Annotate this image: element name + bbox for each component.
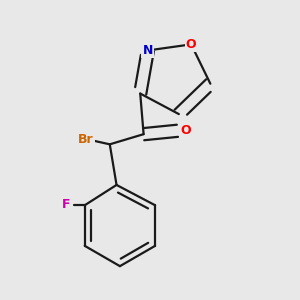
- Text: O: O: [186, 38, 196, 51]
- Text: Br: Br: [78, 133, 94, 146]
- Text: N: N: [142, 44, 153, 57]
- Text: O: O: [181, 124, 191, 137]
- Text: F: F: [61, 198, 70, 211]
